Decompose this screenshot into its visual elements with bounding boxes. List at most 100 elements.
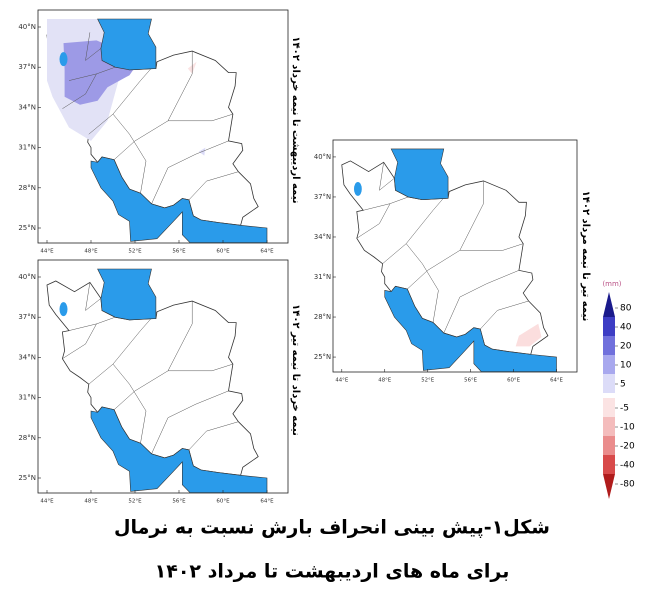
colorbar-swatch: [603, 455, 615, 474]
lat-label: 37°N: [314, 193, 331, 201]
panel-title: نیمه تیر تا نیمه مرداد ۱۴۰۲: [580, 191, 591, 322]
province-border: [151, 390, 229, 455]
province-border: [356, 203, 391, 239]
lon-label: 52°E: [128, 499, 142, 505]
lat-label: 34°N: [18, 103, 36, 111]
lat-label: 28°N: [314, 313, 331, 321]
panel-title: نیمه خرداد تا نیمه تیر ۱۴۰۲: [290, 304, 301, 436]
province-border: [379, 162, 395, 191]
lon-label: 64°E: [260, 249, 274, 255]
colorbar-swatch: [603, 336, 615, 355]
caspian-sea: [390, 148, 449, 200]
colorbar-swatch: [603, 317, 615, 336]
lat-label: 31°N: [314, 273, 331, 281]
lon-label: 60°E: [507, 377, 520, 383]
colorbar-unit: (mm): [602, 280, 621, 288]
province-border: [62, 73, 97, 109]
province-border: [151, 140, 229, 205]
lon-label: 60°E: [216, 499, 230, 505]
lat-label: 40°N: [314, 153, 331, 161]
colorbar-label: 10: [620, 361, 632, 371]
lake-urmia: [59, 302, 68, 317]
province-border: [363, 196, 409, 211]
caspian-sea: [97, 268, 157, 321]
caption-line: شکل۱-پیش بینی انحراف بارش نسبت به نرمال: [114, 517, 550, 539]
colorbar-label: 80: [620, 304, 632, 314]
lon-label: 52°E: [421, 377, 434, 383]
province-border: [68, 316, 116, 331]
province-border: [88, 311, 158, 385]
province-border: [112, 113, 147, 194]
province-border: [459, 243, 524, 251]
anomaly-area: [515, 323, 542, 347]
colorbar-swatch: [603, 374, 615, 393]
colorbar-label: -5: [620, 404, 629, 414]
colorbar-label: -80: [620, 480, 635, 490]
colorbar-swatch: [603, 292, 615, 317]
lon-label: 44°E: [40, 499, 54, 505]
map-content: [341, 148, 557, 373]
province-border: [188, 171, 239, 201]
colorbar-swatch: [603, 417, 615, 436]
persian-gulf: [90, 156, 268, 243]
lat-label: 34°N: [314, 233, 331, 241]
colorbar-label: 40: [620, 323, 632, 333]
lat-label: 31°N: [18, 394, 36, 402]
map-content: [46, 18, 268, 243]
province-border: [443, 270, 520, 334]
province-border: [112, 363, 147, 444]
map-panel: 40°N 37°N 34°N 31°N 28°N 25°N 44°E 48°E 52°E 56°E…: [18, 259, 289, 505]
colorbar-label: -10: [620, 423, 635, 433]
lat-label: 40°N: [18, 23, 36, 31]
colorbar-label: 20: [620, 342, 632, 352]
lon-label: 56°E: [464, 377, 477, 383]
map-panel: 40°N 37°N 34°N 31°N 28°N 25°N 44°E 48°E 52°E 56°E…: [18, 9, 289, 255]
lon-label: 52°E: [128, 249, 142, 255]
province-border: [406, 243, 439, 323]
lake-urmia: [353, 181, 362, 196]
colorbar-swatch: [603, 398, 615, 417]
colorbar-label: 5: [620, 380, 626, 390]
lon-label: 44°E: [40, 249, 54, 255]
map-panel: 40°N 37°N 34°N 31°N 28°N 25°N 44°E 48°E 52°E 56°E…: [314, 139, 578, 384]
province-border: [62, 323, 97, 359]
persian-gulf: [384, 286, 557, 373]
lon-label: 56°E: [172, 499, 186, 505]
province-border: [188, 421, 239, 451]
lat-label: 40°N: [18, 273, 36, 281]
colorbar-swatch: [603, 436, 615, 455]
lon-label: 44°E: [335, 377, 348, 383]
persian-gulf: [90, 406, 268, 493]
lat-label: 28°N: [18, 184, 36, 192]
lat-label: 37°N: [18, 313, 36, 321]
lat-label: 31°N: [18, 144, 36, 152]
province-border: [168, 113, 233, 122]
lat-label: 25°N: [314, 353, 331, 361]
panel-title: نیمه اردیبهشت تا نیمه خرداد ۱۴۰۲: [290, 36, 301, 203]
colorbar-label: -40: [620, 461, 635, 471]
lon-label: 48°E: [84, 499, 98, 505]
map-content: [46, 268, 268, 493]
lon-label: 56°E: [172, 249, 186, 255]
lon-label: 64°E: [260, 499, 274, 505]
lon-label: 48°E: [84, 249, 98, 255]
lat-label: 25°N: [18, 474, 36, 482]
caption-line: برای ماه های اردیبهشت تا مرداد ۱۴۰۲: [155, 561, 510, 583]
lake-urmia: [59, 52, 68, 67]
colorbar-label: -20: [620, 442, 635, 452]
lon-label: 60°E: [216, 249, 230, 255]
colorbar-swatch: [603, 355, 615, 374]
lat-label: 28°N: [18, 434, 36, 442]
lat-label: 37°N: [18, 63, 36, 71]
colorbar-swatch: [603, 474, 615, 499]
province-border: [85, 32, 102, 62]
province-border: [382, 191, 450, 264]
province-border: [85, 282, 102, 312]
lat-label: 34°N: [18, 353, 36, 361]
caspian-sea: [97, 18, 157, 71]
colorbar-gap: [603, 393, 615, 398]
province-border: [88, 61, 158, 135]
province-border: [168, 363, 233, 372]
province-border: [480, 300, 529, 330]
